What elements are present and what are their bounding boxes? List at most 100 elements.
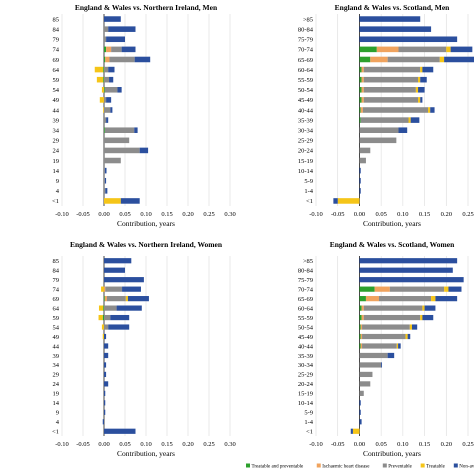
chart-1-bar-10-series-0 bbox=[359, 117, 361, 123]
chart-2-bar-4-series-1 bbox=[104, 296, 107, 302]
chart-2-xtick-2: 0.00 bbox=[98, 441, 109, 448]
chart-1-bar-3-series-2 bbox=[398, 46, 447, 53]
chart-0-bar-10-series-2 bbox=[104, 117, 107, 123]
chart-3-bar-3-series-1 bbox=[374, 286, 390, 292]
chart-3-category-5: 60-64 bbox=[298, 305, 314, 312]
chart-2-category-9: 44 bbox=[53, 343, 60, 350]
chart-1-bar-7-series-1 bbox=[361, 87, 364, 93]
chart-3-xtick-2: 0.00 bbox=[354, 441, 365, 448]
chart-1-bar-1-series-4 bbox=[359, 26, 432, 32]
chart-1-bar-4-series-2 bbox=[387, 56, 440, 63]
chart-3-category-0: >85 bbox=[303, 258, 313, 265]
chart-0-category-7: 54 bbox=[53, 87, 60, 94]
chart-1-bar-18-series-3 bbox=[337, 198, 360, 204]
chart-0-bar-6-series-4 bbox=[109, 76, 114, 83]
chart-2-bar-16-series-4 bbox=[104, 409, 106, 415]
chart-2-bar-7-series-2 bbox=[104, 324, 109, 330]
chart-0-bar-18-series-3 bbox=[104, 198, 121, 204]
chart-3-bar-11-series-2 bbox=[359, 362, 382, 368]
chart-1-category-11: 30-34 bbox=[298, 128, 314, 135]
chart-0-bar-4-series-4 bbox=[134, 56, 151, 63]
chart-2-xtick-1: -0.05 bbox=[76, 441, 90, 448]
chart-1-bar-4-series-0 bbox=[359, 56, 371, 63]
chart-0-bar-9-series-2 bbox=[104, 107, 111, 113]
chart-1-bar-9-series-1 bbox=[360, 107, 363, 113]
chart-3-legend-swatch-3 bbox=[420, 463, 425, 468]
chart-0-xtick-0: -0.10 bbox=[55, 211, 69, 218]
chart-3-bar-2-series-4 bbox=[359, 277, 464, 283]
chart-0-category-11: 34 bbox=[53, 128, 60, 135]
chart-0-bar-3-series-0 bbox=[104, 46, 107, 53]
chart-0-bar-4-series-1 bbox=[105, 56, 110, 63]
chart-0-category-9: 44 bbox=[53, 107, 60, 114]
chart-0-category-12: 29 bbox=[53, 138, 60, 145]
chart-3-category-15: 10-14 bbox=[298, 400, 314, 407]
chart-3-legend-label-0: Treatable and preventable bbox=[252, 465, 305, 470]
chart-0-bar-3-series-4 bbox=[121, 46, 136, 53]
chart-0-xtick-3: 0.05 bbox=[119, 211, 130, 218]
chart-3-xlabel: Contribution, years bbox=[363, 449, 421, 458]
chart-3-xtick-1: -0.05 bbox=[331, 441, 345, 448]
chart-2-category-15: 14 bbox=[53, 400, 60, 407]
chart-1-category-1: 80-84 bbox=[298, 26, 314, 33]
chart-1-bar-8-series-0 bbox=[359, 97, 362, 103]
chart-2-bar-3-series-4 bbox=[122, 286, 141, 292]
chart-2-category-10: 39 bbox=[53, 353, 60, 360]
chart-2-bar-8-series-3 bbox=[102, 333, 104, 340]
chart-3-bar-6-series-4 bbox=[422, 314, 434, 321]
chart-0-category-13: 24 bbox=[53, 148, 60, 155]
chart-1-bar-6-series-4 bbox=[420, 76, 427, 83]
chart-2-xtick-6: 0.20 bbox=[182, 441, 193, 448]
chart-3-bar-9-series-2 bbox=[362, 343, 397, 349]
chart-3-bar-9-series-4 bbox=[398, 343, 401, 349]
chart-3-category-3: 70-74 bbox=[298, 286, 314, 293]
chart-1-bar-5-series-3 bbox=[420, 66, 423, 73]
chart-0-bar-11-series-0 bbox=[104, 127, 105, 133]
chart-3-bar-12-series-2 bbox=[359, 371, 373, 378]
chart-2-xtick-7: 0.25 bbox=[203, 441, 214, 448]
chart-3-bar-13-series-2 bbox=[359, 381, 371, 387]
chart-2-bar-4-series-0 bbox=[104, 296, 105, 302]
chart-3-legend-label-2: Preventable bbox=[388, 465, 412, 470]
chart-1-xtick-3: 0.05 bbox=[375, 211, 386, 218]
chart-3-bar-3-series-0 bbox=[359, 286, 375, 292]
chart-0-xtick-6: 0.20 bbox=[182, 211, 193, 218]
chart-3-legend-label-4: Non-avoidable bbox=[459, 465, 474, 470]
chart-0-bar-5-series-2 bbox=[104, 66, 109, 73]
chart-2-bar-4-series-3 bbox=[125, 296, 128, 302]
chart-0-bar-15-series-4 bbox=[104, 167, 107, 174]
chart-0-bar-7-series-2 bbox=[104, 87, 118, 93]
chart-3-bar-16-series-4 bbox=[359, 409, 361, 415]
chart-3-bar-3-series-4 bbox=[448, 286, 462, 292]
chart-1-xtick-7: 0.25 bbox=[462, 211, 473, 218]
chart-0-xtick-8: 0.30 bbox=[224, 211, 235, 218]
chart-2-bar-2-series-4 bbox=[104, 277, 144, 283]
chart-0-bar-16-series-2 bbox=[104, 177, 105, 184]
chart-1-bar-10-series-3 bbox=[408, 117, 411, 123]
chart-1-category-14: 15-19 bbox=[298, 158, 313, 165]
chart-3-bar-18-series-4 bbox=[350, 428, 353, 434]
chart-0-bar-9-series-4 bbox=[110, 107, 113, 113]
chart-3-category-17: 1-4 bbox=[304, 419, 313, 426]
chart-2-category-4: 69 bbox=[53, 296, 60, 303]
chart-0-bar-17-series-4 bbox=[105, 188, 108, 194]
chart-3-category-13: 20-24 bbox=[298, 381, 314, 388]
chart-0-category-6: 59 bbox=[53, 77, 60, 84]
chart-3-category-14: 15-19 bbox=[298, 391, 313, 398]
chart-3-bar-8-series-2 bbox=[362, 333, 406, 340]
chart-3-bar-5-series-3 bbox=[422, 305, 425, 311]
chart-3-legend-swatch-0 bbox=[246, 463, 250, 468]
chart-2-bar-11-series-4 bbox=[104, 362, 107, 368]
chart-1-bar-8-series-4 bbox=[420, 97, 423, 103]
chart-3-category-8: 45-49 bbox=[298, 334, 313, 341]
chart-1-bar-3-series-0 bbox=[359, 46, 377, 53]
chart-0-bar-7-series-0 bbox=[104, 87, 105, 93]
chart-3-category-7: 50-54 bbox=[298, 324, 314, 331]
chart-3-bar-9-series-0 bbox=[359, 343, 361, 349]
chart-1-bar-17-series-4 bbox=[359, 188, 361, 194]
chart-2-bar-7-series-3 bbox=[101, 324, 104, 330]
chart-3-category-1: 80-84 bbox=[298, 268, 314, 275]
chart-0-xtick-1: -0.05 bbox=[76, 211, 90, 218]
chart-1-bar-5-series-4 bbox=[422, 66, 434, 73]
